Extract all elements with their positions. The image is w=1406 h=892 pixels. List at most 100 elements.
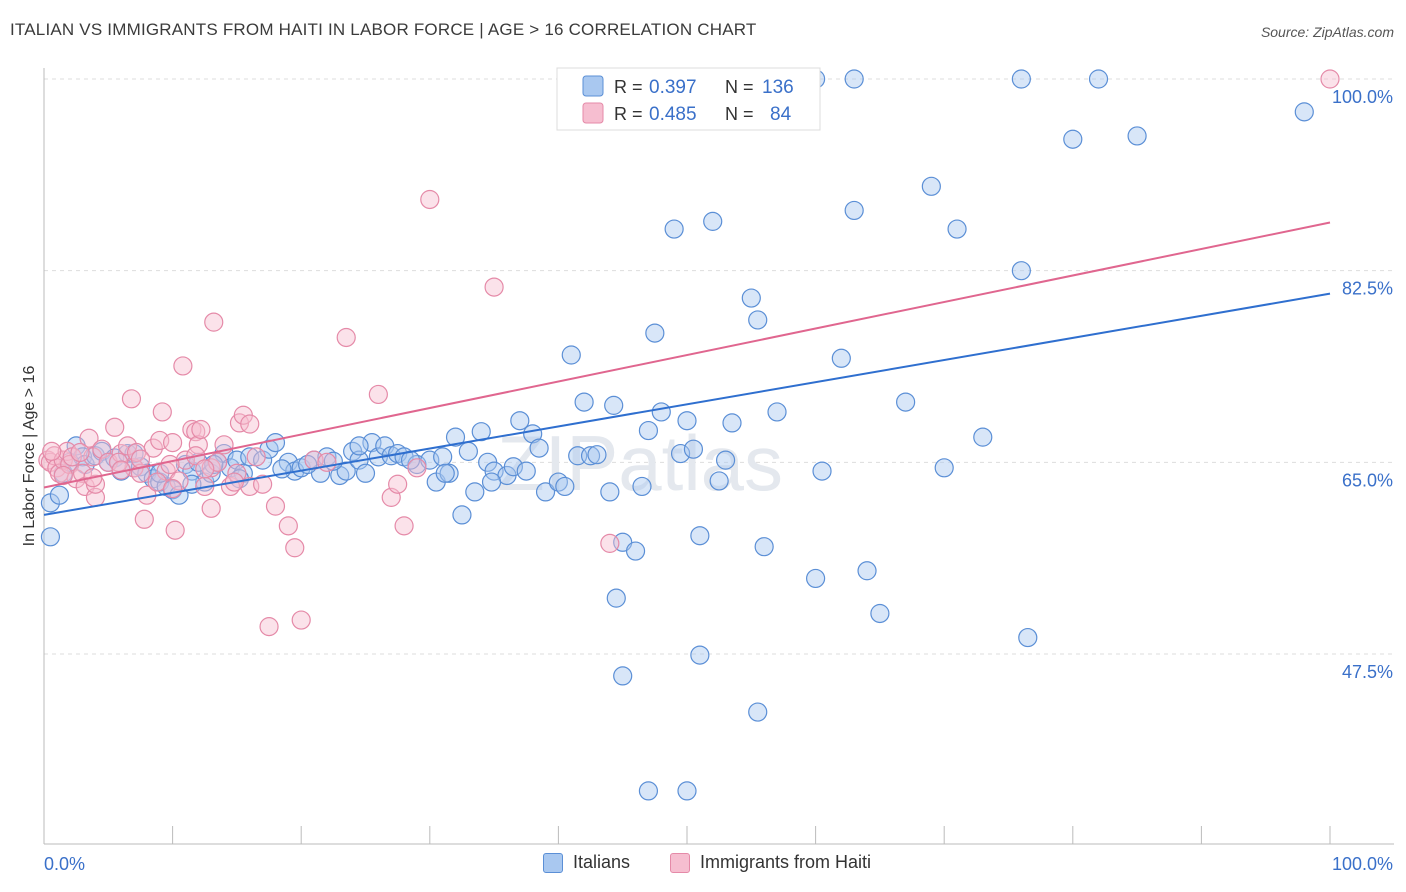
italians-point bbox=[40, 527, 61, 547]
italians-point bbox=[555, 476, 575, 497]
italians-point bbox=[1294, 102, 1314, 122]
legend-swatch-italians bbox=[543, 852, 563, 873]
italians-point bbox=[664, 219, 684, 239]
haiti-point bbox=[201, 498, 221, 518]
legend-r-value: 0.397 bbox=[649, 77, 697, 98]
haiti-point bbox=[336, 327, 356, 348]
italians-point bbox=[812, 461, 832, 481]
italians-point bbox=[690, 526, 710, 546]
italians-point bbox=[754, 537, 774, 557]
haiti-point bbox=[407, 458, 427, 478]
gridlines bbox=[44, 78, 1394, 655]
haiti-point bbox=[484, 277, 504, 297]
x-tick-label: 0.0% bbox=[44, 854, 85, 874]
italians-point bbox=[805, 568, 826, 589]
haiti-point bbox=[600, 533, 620, 553]
haiti-point bbox=[246, 447, 266, 467]
italians-point bbox=[1011, 261, 1031, 281]
legend-swatch-haiti bbox=[582, 102, 604, 124]
haiti-point bbox=[420, 189, 440, 210]
y-tick-labels: 47.5% 65.0% 82.5% 100.0% bbox=[1332, 87, 1393, 682]
x-tick-labels: 0.0% 100.0% bbox=[44, 854, 1393, 874]
haiti-point bbox=[394, 516, 414, 536]
haiti-point bbox=[169, 471, 189, 491]
italians-point bbox=[896, 392, 916, 412]
italians-point bbox=[670, 443, 691, 464]
y-axis-label: In Labor Force | Age > 16 bbox=[21, 366, 38, 547]
italians-point bbox=[632, 476, 652, 497]
legend-label-haiti: Immigrants from Haiti bbox=[700, 852, 872, 872]
legend-r-value: 0.485 bbox=[649, 104, 697, 125]
italians-point bbox=[722, 413, 742, 433]
italians-point bbox=[1127, 126, 1147, 146]
italians-point bbox=[857, 561, 877, 581]
trend-line-haiti bbox=[43, 221, 1331, 489]
italians-point bbox=[934, 458, 954, 478]
italians-point bbox=[748, 702, 768, 722]
haiti-point bbox=[163, 479, 183, 499]
italians-point bbox=[510, 411, 530, 431]
chart-title: ITALIAN VS IMMIGRANTS FROM HAITI IN LABO… bbox=[10, 20, 757, 39]
italians-point bbox=[452, 505, 472, 525]
italians-point bbox=[1088, 69, 1109, 89]
haiti-point bbox=[70, 442, 90, 463]
legend-swatch-haiti bbox=[670, 852, 690, 873]
italians-point bbox=[49, 485, 70, 505]
haiti-point bbox=[291, 610, 311, 630]
haiti-point bbox=[285, 538, 305, 558]
haiti-point bbox=[79, 428, 99, 448]
y-tick-label: 47.5% bbox=[1342, 662, 1393, 682]
haiti-point bbox=[1320, 69, 1340, 89]
italians-point bbox=[831, 348, 851, 368]
haiti-point bbox=[388, 474, 408, 494]
haiti-point bbox=[265, 496, 286, 516]
italians-point bbox=[870, 603, 890, 624]
legend-n-value: 136 bbox=[762, 77, 794, 98]
italians-point bbox=[433, 447, 453, 467]
italians-point bbox=[1063, 129, 1083, 149]
legend-r-label: R = bbox=[614, 104, 643, 124]
italians-point bbox=[516, 461, 536, 481]
series-italians bbox=[40, 69, 1314, 801]
haiti-point bbox=[42, 441, 62, 461]
legend-item-haiti[interactable]: Immigrants from Haiti bbox=[670, 852, 871, 873]
trend-lines bbox=[43, 221, 1331, 516]
haiti-point bbox=[134, 509, 154, 529]
haiti-point bbox=[204, 312, 224, 332]
italians-point bbox=[604, 395, 624, 415]
legend-top: R = 0.397 N = 136 R = 0.485 N = 84 bbox=[556, 67, 821, 131]
italians-point bbox=[715, 450, 736, 470]
haiti-point bbox=[152, 402, 172, 422]
italians-point bbox=[529, 438, 549, 458]
italians-point bbox=[844, 69, 864, 89]
legend-item-italians[interactable]: Italians bbox=[543, 852, 630, 873]
italians-point bbox=[600, 482, 620, 502]
haiti-point bbox=[105, 417, 125, 437]
legend-swatch-italians bbox=[582, 75, 604, 97]
italians-point bbox=[587, 445, 607, 465]
y-tick-label: 100.0% bbox=[1332, 87, 1393, 107]
haiti-point bbox=[191, 419, 211, 440]
legend-n-value: 84 bbox=[770, 104, 792, 125]
italians-point bbox=[355, 463, 376, 483]
italians-point bbox=[683, 439, 704, 459]
italians-point bbox=[709, 471, 729, 491]
haiti-point bbox=[317, 452, 337, 472]
haiti-point bbox=[165, 520, 185, 540]
italians-point bbox=[703, 211, 723, 231]
italians-point bbox=[638, 781, 659, 801]
haiti-point bbox=[121, 389, 142, 409]
italians-point bbox=[638, 420, 659, 441]
haiti-point bbox=[240, 414, 260, 434]
italians-point bbox=[921, 176, 941, 196]
italians-point bbox=[677, 781, 697, 801]
italians-point bbox=[265, 433, 286, 453]
italians-point bbox=[748, 310, 768, 330]
italians-point bbox=[435, 463, 455, 483]
haiti-point bbox=[278, 516, 298, 536]
haiti-point bbox=[173, 356, 193, 376]
haiti-point bbox=[163, 433, 183, 453]
italians-point bbox=[580, 446, 601, 466]
haiti-point bbox=[259, 617, 279, 637]
legend-n-label: N = bbox=[725, 77, 754, 97]
